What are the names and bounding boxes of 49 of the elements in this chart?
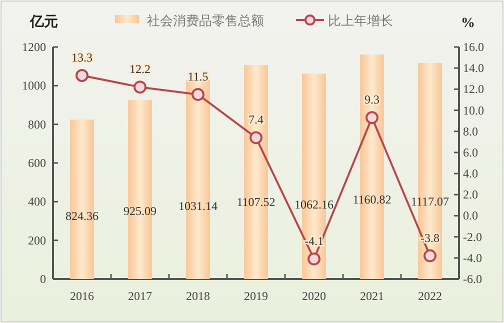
y2-tick-label: -4.0 (463, 250, 482, 265)
data-label: 11.5 (188, 69, 208, 84)
y2-tick-label: 0.0 (463, 208, 478, 223)
y-tick-label: 800 (28, 117, 46, 132)
data-label: 824.36 (66, 208, 98, 223)
data-label: 9.3 (364, 92, 380, 107)
data-label: 1031.14 (178, 198, 218, 213)
y-axis-title: 亿元 (29, 13, 58, 29)
x-tick-label: 2022 (418, 289, 442, 303)
data-label: 7.4 (248, 112, 264, 127)
y2-tick-label: 10.0 (463, 103, 484, 118)
point (424, 249, 436, 262)
data-label: 13.3 (72, 50, 92, 64)
y2-tick-label: 8.0 (463, 124, 478, 138)
x-tick-label: 2017 (128, 289, 152, 303)
y2-tick-label: 4.0 (463, 166, 478, 181)
y2-axis-title: % (461, 16, 475, 31)
x-tick-label: 2020 (302, 289, 326, 303)
x-tick-label: 2021 (360, 289, 384, 303)
y2-tick-label: 14.0 (463, 61, 484, 76)
y-tick-label: 1200 (22, 40, 46, 54)
y-tick-label: 400 (28, 194, 46, 209)
data-label: 1107.52 (236, 195, 276, 210)
point (134, 80, 146, 94)
y-tick-label: 0 (40, 272, 46, 286)
data-label: 12.2 (130, 62, 150, 76)
legend-label: 社会消费品零售总额 (147, 13, 264, 28)
legend-label: 比上年增长 (328, 13, 393, 28)
data-label: 1062.16 (294, 197, 334, 212)
data-label: 925.09 (124, 204, 156, 218)
x-tick-label: 2018 (186, 289, 210, 303)
y-tick-label: 200 (28, 233, 46, 248)
point (366, 111, 378, 124)
y-tick-label: 600 (28, 156, 46, 170)
data-label: 1160.82 (352, 192, 392, 207)
x-tick-label: 2019 (244, 289, 268, 303)
y2-tick-label: 6.0 (463, 145, 478, 160)
point (250, 131, 262, 144)
y2-tick-label: -6.0 (463, 272, 482, 286)
data-label: 1117.07 (410, 194, 450, 209)
y-tick-label: 1000 (22, 78, 46, 93)
y2-tick-label: 12.0 (463, 82, 484, 96)
y2-tick-label: 2.0 (463, 188, 478, 202)
x-tick-label: 2016 (70, 289, 94, 303)
point (308, 252, 320, 266)
point (192, 88, 204, 101)
y2-tick-label: 16.0 (463, 40, 484, 54)
point (76, 68, 88, 82)
y2-tick-label: -2.0 (463, 230, 482, 244)
